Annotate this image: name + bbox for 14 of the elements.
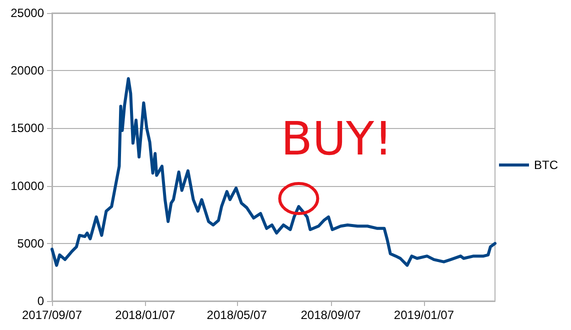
y-tick-label: 25000 xyxy=(10,6,44,20)
x-tick-label: 2018/09/07 xyxy=(300,308,362,322)
x-tick-label: 2018/01/07 xyxy=(115,308,176,322)
line-series xyxy=(50,77,496,267)
y-tick-label: 20000 xyxy=(10,64,44,78)
x-tick-label: 2018/05/07 xyxy=(206,308,268,322)
x-tick-label: 2019/01/07 xyxy=(394,308,454,322)
legend-label: BTC xyxy=(534,158,558,172)
y-tick-label: 0 xyxy=(37,294,44,308)
annotation: BUY! xyxy=(280,112,393,166)
x-tick-label: 2017/09/07 xyxy=(22,308,82,322)
y-tick-label: 10000 xyxy=(10,178,44,193)
y-tick-label: 5000 xyxy=(17,236,44,250)
y-tick-label: 15000 xyxy=(10,121,44,136)
